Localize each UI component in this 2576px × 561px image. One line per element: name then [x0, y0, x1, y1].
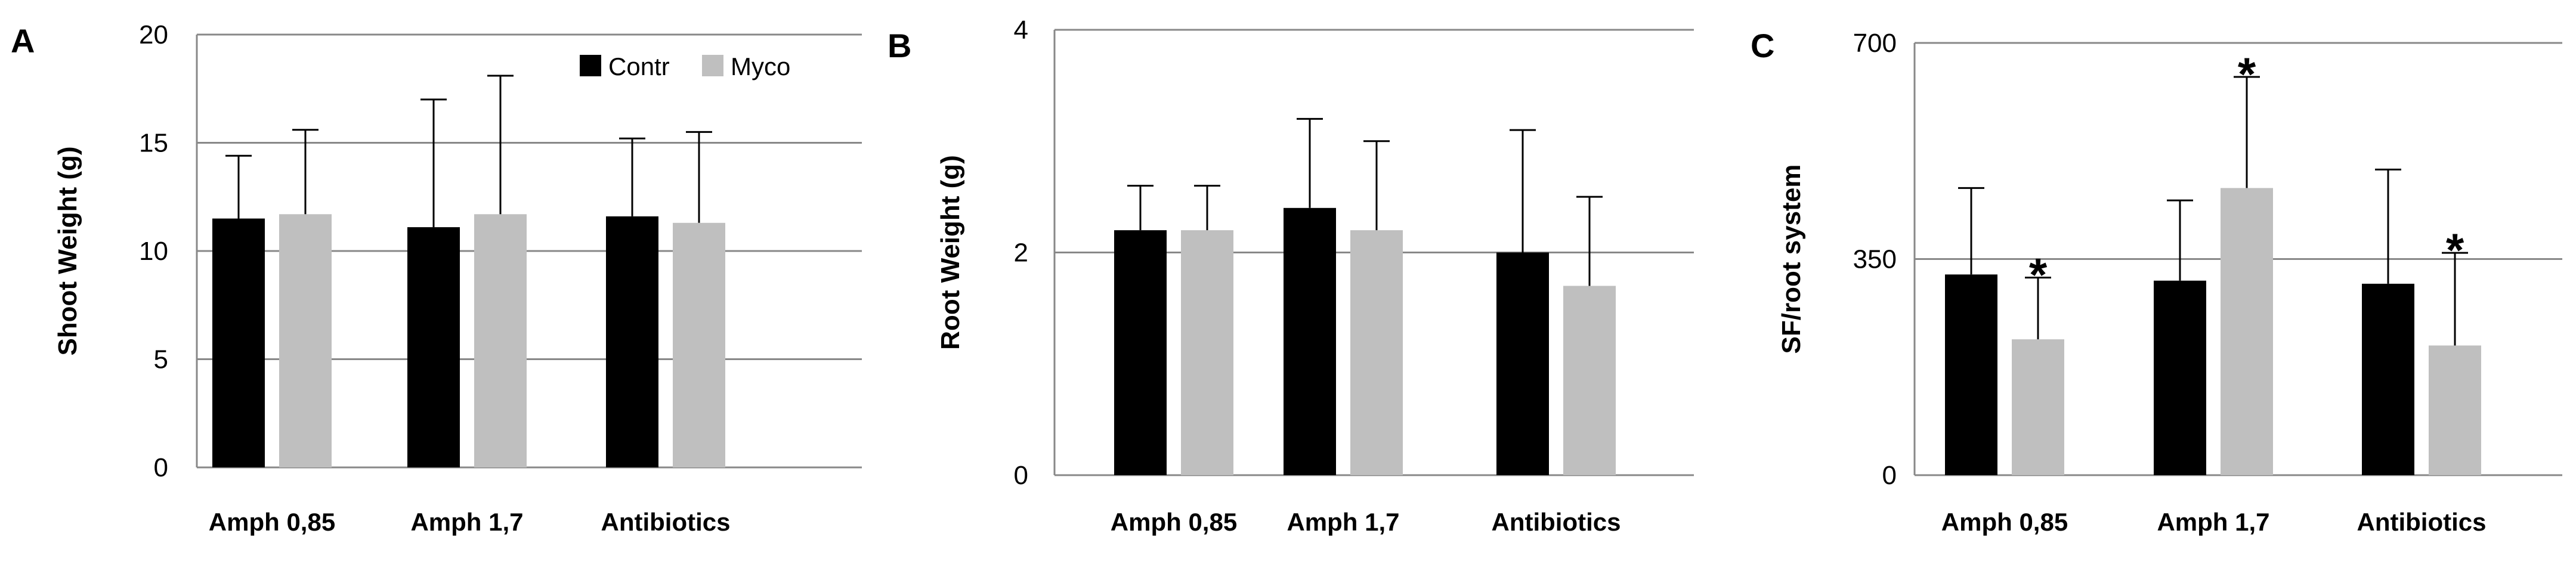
legend-label-contr: Contr	[608, 52, 670, 80]
panel-b-y-axis-label: Root Weight (g)	[936, 155, 965, 350]
panel-c-y-tick-label: 700	[1853, 29, 1897, 58]
panel-a-y-tick-label: 10	[139, 237, 168, 266]
panel-c-bar-contr	[2154, 280, 2206, 475]
panel-c-x-tick-label: Antibiotics	[2357, 508, 2487, 536]
panel-b-bar-myco	[1350, 230, 1403, 475]
panel-c-bar-contr	[1945, 274, 1997, 475]
panel-b-letter: B	[887, 27, 911, 64]
panel-c-y-tick-label: 0	[1882, 461, 1897, 490]
panel-c-x-tick-label: Amph 1,7	[2157, 508, 2269, 536]
panel-c-significance-star: *	[2446, 224, 2464, 276]
panel-c-x-tick-label: Amph 0,85	[1941, 508, 2068, 536]
panel-a-letter: A	[11, 22, 35, 60]
panel-a-bar-contr	[407, 227, 460, 467]
panel-a-bar-myco	[279, 214, 332, 467]
panel-b-bar-myco	[1563, 286, 1616, 475]
panel-c-significance-star: *	[2029, 249, 2048, 301]
legend-label-myco: Myco	[731, 52, 790, 80]
panel-a-y-tick-label: 0	[154, 453, 168, 482]
panel-b-y-tick-label: 2	[1014, 238, 1028, 268]
panel-c-significance-star: *	[2238, 48, 2256, 100]
panel-b-bar-contr	[1114, 230, 1167, 475]
panel-b-bar-contr	[1496, 252, 1549, 475]
panel-a-bar-myco	[474, 214, 527, 467]
panel-b-bar-myco	[1181, 230, 1233, 475]
panel-c-y-tick-label: 350	[1853, 245, 1897, 274]
panel-b-bar-contr	[1284, 207, 1336, 475]
panel-a-x-tick-label: Antibiotics	[601, 508, 731, 536]
panel-c-bar-myco	[2221, 188, 2273, 475]
panel-a-x-tick-label: Amph 1,7	[410, 508, 523, 536]
legend-swatch-contr	[580, 55, 601, 76]
panel-c-bar-myco	[2429, 345, 2481, 475]
panel-a-bar-myco	[673, 222, 725, 467]
panel-c-y-axis-label: SF/root system	[1777, 165, 1806, 354]
panel-a-bar-contr	[606, 216, 658, 467]
panel-b-x-tick-label: Antibiotics	[1492, 508, 1621, 536]
panel-a-y-axis-label: Shoot Weight (g)	[53, 146, 82, 355]
panel-b-x-tick-label: Amph 0,85	[1111, 508, 1237, 536]
panel-b-y-tick-label: 0	[1014, 461, 1028, 490]
legend-swatch-myco	[702, 55, 723, 76]
panel-b-y-tick-label: 4	[1014, 16, 1028, 45]
panel-b-x-tick-label: Amph 1,7	[1287, 508, 1399, 536]
panel-c-bar-myco	[2012, 339, 2064, 475]
panel-a-y-tick-label: 5	[154, 345, 168, 374]
panel-c-bar-contr	[2362, 283, 2414, 475]
panel-a-y-tick-label: 20	[139, 20, 168, 49]
panel-a-y-tick-label: 15	[139, 129, 168, 158]
panel-c-letter: C	[1751, 27, 1774, 64]
panel-a-bar-contr	[212, 218, 265, 467]
panel-a-x-tick-label: Amph 0,85	[209, 508, 335, 536]
